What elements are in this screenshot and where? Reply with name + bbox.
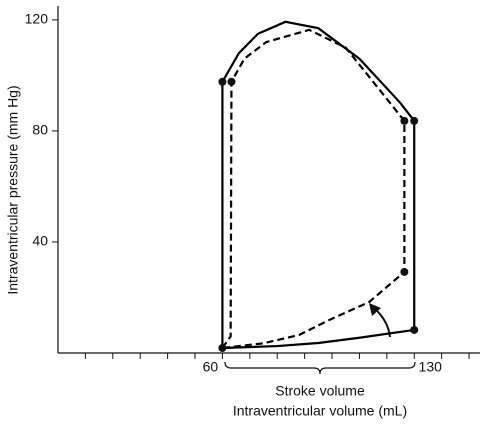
point (400, 267, 409, 276)
brace (224, 361, 416, 375)
y-axis-label: Intraventricular pressure (mm Hg) (5, 85, 21, 294)
loop-line (221, 28, 406, 350)
annotation: Stroke volume (275, 383, 365, 399)
y-tick-label: 80 (32, 122, 48, 138)
point (400, 116, 409, 125)
x-tick-label: 60 (203, 359, 219, 375)
y-tick-label: 120 (25, 11, 49, 27)
point (410, 325, 419, 334)
point (227, 77, 236, 86)
point (410, 116, 419, 125)
point (218, 77, 227, 86)
point (218, 344, 227, 353)
x-tick-label: 130 (419, 359, 443, 375)
y-tick-label: 40 (32, 233, 48, 249)
x-axis-label: Intraventricular volume (mL) (233, 403, 407, 419)
arrow-head (369, 303, 381, 316)
loop-line (221, 20, 416, 350)
